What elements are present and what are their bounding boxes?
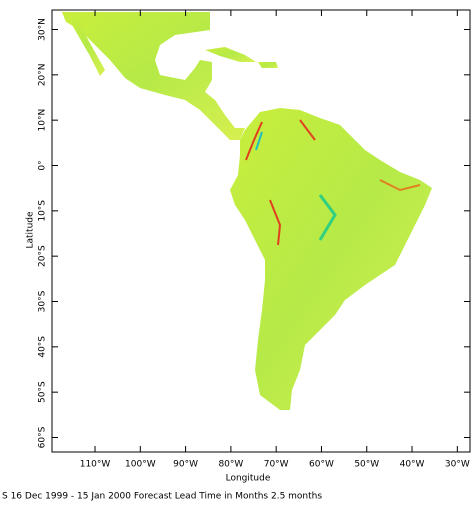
x-tick-label: 70°W — [264, 460, 289, 470]
north-central-america — [62, 12, 245, 140]
caption: S 16 Dec 1999 - 15 Jan 2000 Forecast Lea… — [2, 492, 322, 502]
anomaly-streak — [299, 119, 316, 141]
y-axis-label: Latitude — [26, 211, 36, 249]
anomaly-streak — [318, 194, 337, 241]
y-tick-label: 0° — [38, 160, 48, 170]
x-tick-label: 110°W — [80, 460, 111, 470]
cuba — [205, 47, 256, 62]
y-tick-label: 40°S — [38, 336, 48, 358]
x-tick-label: 30°W — [445, 460, 470, 470]
anomaly-streak — [245, 121, 263, 161]
anomaly-streak — [269, 199, 282, 246]
y-tick-label: 10°S — [38, 200, 48, 222]
south-america — [230, 108, 432, 410]
x-tick-label: 60°W — [309, 460, 334, 470]
anomaly-streak — [379, 179, 421, 192]
y-tick-label: 10°N — [38, 109, 48, 132]
y-tick-label: 30°N — [38, 18, 48, 41]
x-tick-label: 80°W — [218, 460, 243, 470]
y-tick-label: 30°S — [38, 290, 48, 312]
plot-frame — [51, 9, 471, 453]
y-tick-label: 20°S — [38, 245, 48, 267]
anomaly-streak — [255, 131, 263, 151]
y-tick-label: 60°S — [38, 426, 48, 448]
x-tick-label: 50°W — [354, 460, 379, 470]
y-tick-label: 50°S — [38, 381, 48, 403]
baja-california — [68, 18, 105, 76]
hispaniola — [258, 62, 278, 68]
x-axis-label: Longitude — [226, 474, 271, 484]
x-tick-label: 90°W — [173, 460, 198, 470]
land — [62, 12, 432, 410]
x-tick-label: 100°W — [125, 460, 156, 470]
x-tick-label: 40°W — [400, 460, 425, 470]
y-tick-label: 20°N — [38, 63, 48, 86]
